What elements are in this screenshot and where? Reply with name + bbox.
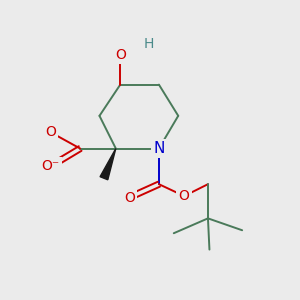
Text: O: O xyxy=(115,48,126,62)
Text: N: N xyxy=(153,141,165,156)
Text: O: O xyxy=(124,190,135,205)
Text: H: H xyxy=(144,38,154,52)
Text: O⁻: O⁻ xyxy=(41,159,60,173)
Text: O: O xyxy=(179,189,190,203)
Text: O: O xyxy=(45,125,56,139)
Polygon shape xyxy=(100,148,116,180)
